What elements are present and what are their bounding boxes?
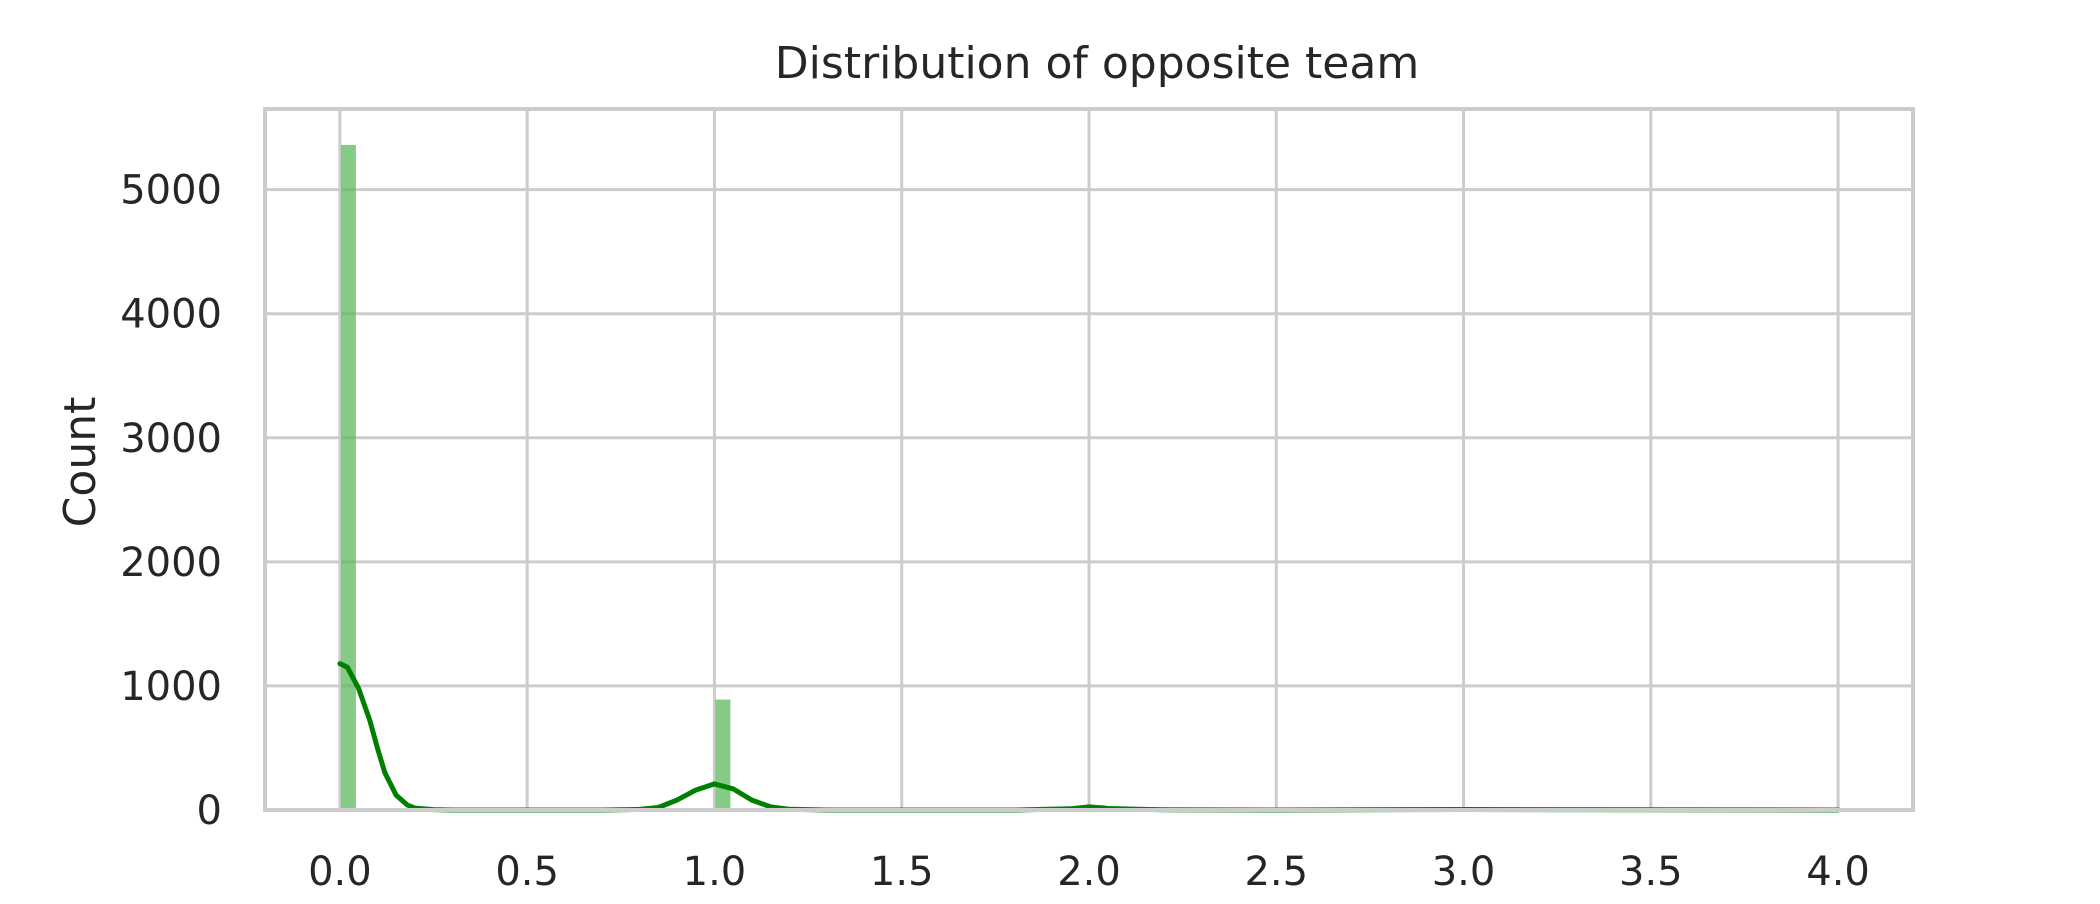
plot-border (263, 107, 1915, 812)
x-tick-label: 4.0 (1806, 849, 1870, 895)
y-axis-label: Count (55, 397, 106, 528)
x-tick-label: 0.0 (308, 849, 372, 895)
tick-labels: 0.0 0.5 1.0 1.5 2.0 2.5 3.0 3.5 4.0 0 1000 2000 3000… (120, 168, 1870, 895)
y-tick-label: 2000 (120, 540, 222, 586)
plot-frame (263, 107, 1915, 812)
x-tick-label: 3.0 (1432, 849, 1496, 895)
kde-line (337, 661, 1841, 813)
y-tick-label: 5000 (120, 168, 222, 214)
x-tick-label: 2.5 (1244, 849, 1308, 895)
x-tick-label: 3.5 (1619, 849, 1683, 895)
y-tick-label: 1000 (120, 664, 222, 710)
x-tick-label: 1.5 (870, 849, 934, 895)
x-tick-label: 0.5 (495, 849, 559, 895)
histogram-bar (340, 144, 356, 810)
bars-layer (340, 144, 1855, 811)
grid-layer (265, 109, 1913, 812)
x-tick-label: 1.0 (683, 849, 747, 895)
kde-layer (337, 661, 1841, 813)
y-tick-label: 3000 (120, 416, 222, 462)
y-tick-label: 0 (197, 788, 222, 834)
x-tick-label: 2.0 (1057, 849, 1121, 895)
histogram-bar (715, 699, 731, 810)
chart-title: Distribution of opposite team (775, 38, 1419, 89)
y-tick-label: 4000 (120, 292, 222, 338)
